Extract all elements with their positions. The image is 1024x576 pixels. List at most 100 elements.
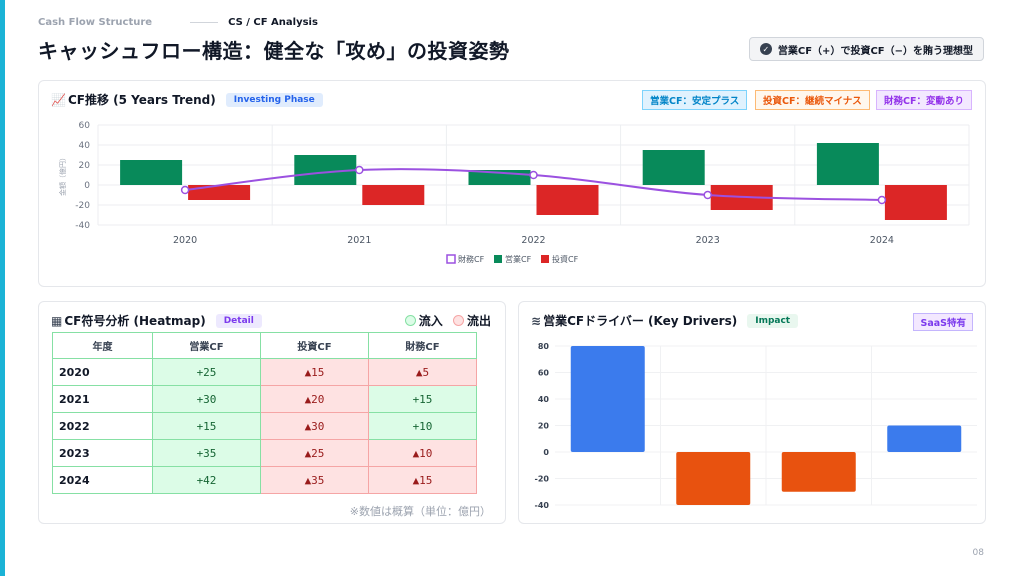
fin-cf-point bbox=[355, 165, 364, 175]
breadcrumb: Cash Flow Structure CS / CF Analysis bbox=[38, 17, 318, 28]
driver-bar bbox=[887, 425, 962, 452]
drivers-card: ≋ 営業CFドライバー (Key Drivers) Impact SaaS特有 … bbox=[518, 301, 986, 524]
op-cell: +30 bbox=[152, 385, 261, 413]
y-tick-label: 40 bbox=[79, 141, 91, 151]
legend-label: 営業CF bbox=[505, 254, 532, 264]
legend-swatch bbox=[446, 254, 456, 264]
col-op: 営業CF bbox=[152, 332, 261, 359]
year-cell: 2024 bbox=[52, 466, 153, 494]
heatmap-table: 年度 営業CF 投資CF 財務CF 2020 +25 ▲15 ▲5 2021 +… bbox=[52, 332, 477, 494]
breadcrumb-divider bbox=[190, 22, 219, 23]
trend-card-header: 📈 CF推移 (5 Years Trend) Investing Phase bbox=[51, 91, 323, 108]
tag-inv-negative: 投資CF：継続マイナス bbox=[755, 90, 870, 110]
legend-swatch bbox=[494, 255, 502, 263]
x-tick-label: 2022 bbox=[521, 235, 545, 246]
op-cf-bar bbox=[642, 150, 705, 185]
op-cf-bar bbox=[816, 143, 879, 185]
x-tick-label: 2023 bbox=[696, 235, 720, 246]
y-tick-label: -20 bbox=[535, 475, 550, 484]
sliders-icon: ≋ bbox=[531, 313, 542, 328]
x-tick-label: 2021 bbox=[347, 235, 371, 246]
inv-cf-bar bbox=[188, 185, 251, 200]
legend-swatch bbox=[541, 255, 549, 263]
inv-cell: ▲15 bbox=[260, 358, 369, 386]
op-cf-bar bbox=[120, 160, 183, 185]
legend-label: 投資CF bbox=[552, 254, 579, 264]
trend-chart: 60 40 20 0 -20 -40 金額（億円） 2020 2021 2022 2023 2024 財… bbox=[58, 121, 970, 264]
table-row: 2020 +25 ▲15 ▲5 bbox=[52, 358, 477, 386]
year-cell: 2021 bbox=[52, 385, 153, 413]
op-cell: +25 bbox=[152, 358, 261, 386]
driver-chart: 80 60 40 20 0 -20 -40 bbox=[535, 342, 977, 510]
check-icon: ✓ bbox=[759, 43, 772, 55]
impact-pill: Impact bbox=[747, 313, 799, 328]
ideal-badge-label: 営業CF（+）で投資CF（−）を賄う理想型 bbox=[777, 45, 973, 57]
page-number: 08 bbox=[972, 548, 984, 558]
heatmap-legend: 流入 流出 bbox=[404, 312, 491, 329]
investing-phase-pill: Investing Phase bbox=[225, 92, 323, 107]
y-tick-label: 20 bbox=[79, 161, 91, 171]
y-tick-label: 0 bbox=[543, 448, 549, 457]
fin-cf-point bbox=[703, 190, 712, 200]
inv-cf-bar bbox=[536, 185, 599, 215]
fin-cell: ▲15 bbox=[368, 466, 477, 494]
year-cell: 2023 bbox=[52, 439, 153, 467]
legend-outflow: 流出 bbox=[466, 314, 491, 328]
drivers-card-title: 営業CFドライバー (Key Drivers) bbox=[543, 314, 738, 328]
col-year: 年度 bbox=[52, 332, 153, 359]
driver-bar bbox=[676, 452, 751, 505]
y-tick-label: -40 bbox=[75, 221, 90, 231]
fin-cell: +15 bbox=[368, 385, 477, 413]
page-title: キャッシュフロー構造：健全な「攻め」の投資姿勢 bbox=[38, 39, 510, 63]
year-cell: 2020 bbox=[52, 358, 153, 386]
breadcrumb-section: Cash Flow Structure bbox=[38, 17, 153, 28]
tag-fin-variable: 財務CF：変動あり bbox=[876, 90, 972, 110]
table-row: 2022 +15 ▲30 +10 bbox=[52, 412, 477, 440]
fin-cf-point bbox=[877, 195, 887, 205]
detail-pill: Detail bbox=[215, 313, 262, 328]
fin-cell: ▲5 bbox=[368, 358, 477, 386]
fin-cell: ▲10 bbox=[368, 439, 477, 467]
y-tick-label: 60 bbox=[79, 121, 91, 131]
inv-cell: ▲35 bbox=[260, 466, 369, 494]
legend-label: 財務CF bbox=[458, 254, 485, 264]
inv-cell: ▲25 bbox=[260, 439, 369, 467]
trend-card-title: CF推移 (5 Years Trend) bbox=[67, 93, 216, 107]
y-tick-label: -20 bbox=[75, 201, 90, 211]
table-row: 2021 +30 ▲20 +15 bbox=[52, 385, 477, 413]
inv-cell: ▲30 bbox=[260, 412, 369, 440]
heatmap-card-header: ▦ CF符号分析 (Heatmap) Detail bbox=[51, 312, 262, 329]
drivers-card-header: ≋ 営業CFドライバー (Key Drivers) Impact bbox=[531, 312, 799, 329]
ideal-badge: ✓ 営業CF（+）で投資CF（−）を賄う理想型 bbox=[748, 37, 984, 61]
table-icon: ▦ bbox=[51, 313, 63, 328]
col-fin: 財務CF bbox=[368, 332, 477, 359]
fin-cell: +10 bbox=[368, 412, 477, 440]
breadcrumb-current: CS / CF Analysis bbox=[228, 17, 318, 28]
x-tick-label: 2024 bbox=[870, 235, 894, 246]
col-inv: 投資CF bbox=[260, 332, 369, 359]
op-cell: +15 bbox=[152, 412, 261, 440]
heatmap-header-row: 年度 営業CF 投資CF 財務CF bbox=[52, 332, 477, 359]
op-cell: +35 bbox=[152, 439, 261, 467]
unit-note: ※数値は概算（単位：億円） bbox=[349, 505, 491, 518]
line-chart-icon: 📈 bbox=[51, 92, 66, 107]
inflow-dot-icon bbox=[404, 315, 416, 326]
heatmap-card-title: CF符号分析 (Heatmap) bbox=[64, 314, 206, 328]
driver-bar bbox=[570, 346, 645, 452]
trend-card: 📈 CF推移 (5 Years Trend) Investing Phase 6… bbox=[38, 80, 986, 287]
y-tick-label: 40 bbox=[538, 395, 550, 404]
inv-cf-bar bbox=[362, 185, 425, 205]
y-tick-label: 0 bbox=[84, 181, 90, 191]
y-tick-label: -40 bbox=[535, 501, 550, 510]
saas-tag: SaaS特有 bbox=[913, 313, 973, 331]
year-cell: 2022 bbox=[52, 412, 153, 440]
x-tick-label: 2020 bbox=[173, 235, 197, 246]
y-tick-label: 60 bbox=[538, 369, 550, 378]
driver-bar bbox=[781, 452, 856, 492]
op-cell: +42 bbox=[152, 466, 261, 494]
table-row: 2023 +35 ▲25 ▲10 bbox=[52, 439, 477, 467]
fin-cf-point bbox=[180, 185, 190, 195]
table-row: 2024 +42 ▲35 ▲15 bbox=[52, 466, 477, 494]
legend-inflow: 流入 bbox=[418, 314, 443, 328]
outflow-dot-icon bbox=[452, 315, 464, 326]
